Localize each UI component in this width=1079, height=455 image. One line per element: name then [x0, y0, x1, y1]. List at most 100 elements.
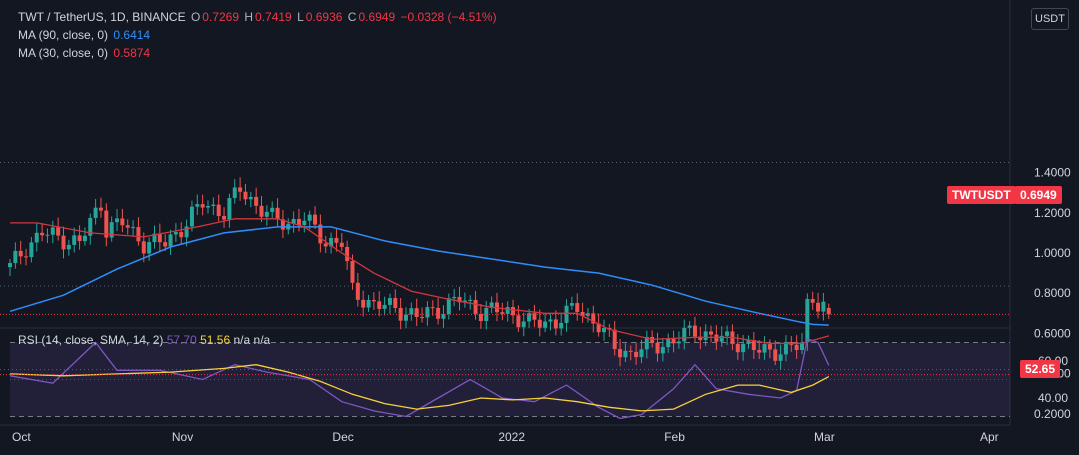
candle-body	[296, 218, 301, 226]
currency-button[interactable]: USDT	[1031, 8, 1069, 30]
rsi-sma-value: 51.56	[200, 333, 231, 347]
candle-body	[741, 343, 746, 353]
ma30-label: MA (30, close, 0)	[18, 46, 109, 60]
candle-body	[72, 235, 77, 245]
rsi-sma-line	[9, 364, 830, 412]
candle-body	[136, 227, 141, 242]
candle-body	[98, 207, 103, 211]
candle-body	[628, 350, 633, 352]
candle-body	[291, 218, 296, 224]
candle-body	[612, 329, 617, 350]
candle-body	[115, 218, 120, 223]
candle-body	[602, 328, 606, 333]
candle-body	[232, 187, 237, 199]
candle-body	[152, 233, 157, 243]
candle-body	[757, 350, 762, 353]
ma90-legend[interactable]: MA (90, close, 0) 0.6414	[18, 28, 152, 42]
rsi-na-2: n/a	[253, 333, 271, 347]
time-tick-label: Mar	[814, 430, 835, 444]
candle-body	[163, 242, 168, 247]
rsi-value-tag: 52.65	[1020, 360, 1061, 378]
low-value: 0.6936	[305, 10, 343, 24]
candle-body	[414, 308, 419, 317]
rsi-line	[9, 337, 830, 420]
candle-body	[543, 321, 548, 328]
rsi-legend[interactable]: RSI (14, close, SMA, 14, 2) 57.70 51.56 …	[18, 333, 270, 347]
candle-body	[302, 220, 307, 226]
candle-body	[361, 299, 366, 308]
candle-body	[93, 207, 98, 218]
price-tick-label: 1.2000	[1034, 206, 1071, 220]
candle-body	[77, 235, 82, 242]
candle-body	[478, 313, 483, 322]
candle-body	[29, 242, 34, 258]
candle-body	[596, 323, 601, 333]
candle-body	[366, 299, 371, 308]
low-label: L	[297, 10, 304, 24]
candle-body	[141, 241, 146, 254]
candle-body	[248, 196, 253, 200]
candle-body	[698, 336, 703, 341]
candle-body	[623, 350, 628, 358]
candle-body	[371, 299, 376, 302]
candle-body	[676, 341, 681, 344]
candle-body	[307, 214, 312, 221]
candle-body	[778, 354, 783, 361]
candle-body	[505, 307, 510, 314]
candle-body	[345, 246, 350, 262]
candle-body	[18, 250, 23, 257]
symbol-title: TWT / TetherUS, 1D, BINANCE	[18, 10, 186, 24]
candle-body	[762, 344, 767, 353]
candle-body	[709, 331, 714, 335]
candle-body	[714, 334, 719, 342]
candle-body	[168, 234, 173, 247]
candle-body	[173, 232, 178, 235]
candle-body	[666, 338, 671, 348]
candle-body	[569, 303, 574, 306]
candle-body	[655, 342, 660, 354]
candle-body	[773, 349, 778, 361]
candle-body	[264, 211, 269, 217]
candle-body	[800, 342, 804, 350]
symbol-tag: TWTUSDT	[947, 186, 1016, 204]
candle-body	[313, 214, 318, 225]
time-tick-label: Apr	[980, 430, 999, 444]
candle-body	[532, 313, 537, 320]
candle-body	[280, 219, 285, 230]
candle-body	[24, 256, 29, 258]
price-tick-label: 0.8000	[1034, 286, 1071, 300]
ma90-label: MA (90, close, 0)	[18, 28, 109, 42]
candle-body	[420, 316, 425, 318]
candle-body	[82, 235, 87, 242]
change-value: −0.0328 (−4.51%)	[400, 10, 497, 24]
candle-body	[125, 225, 130, 228]
candle-body	[179, 232, 184, 238]
candle-body	[783, 341, 788, 355]
candle-body	[61, 235, 66, 250]
candle-body	[821, 301, 826, 312]
candle-body	[703, 331, 708, 341]
candle-body	[238, 187, 243, 192]
candle-body	[216, 204, 221, 216]
candle-body	[634, 351, 639, 358]
candle-body	[468, 299, 473, 301]
candle-body	[692, 325, 697, 337]
candle-body	[50, 227, 55, 235]
ma30-legend[interactable]: MA (30, close, 0) 0.5874	[18, 46, 152, 60]
ma90-value: 0.6414	[113, 28, 151, 42]
high-label: H	[244, 10, 254, 24]
open-label: O	[190, 10, 201, 24]
price-tick-label: 0.6000	[1034, 326, 1071, 340]
candle-body	[13, 250, 18, 264]
candle-body	[404, 314, 408, 321]
candle-body	[430, 307, 435, 309]
time-tick-label: Dec	[332, 430, 353, 444]
candle-body	[200, 204, 205, 208]
candle-body	[751, 340, 756, 351]
candle-body	[500, 312, 505, 314]
rsi-value: 57.70	[166, 333, 197, 347]
candle-body	[339, 242, 344, 247]
candle-body	[329, 237, 334, 247]
high-value: 0.7419	[255, 10, 292, 24]
